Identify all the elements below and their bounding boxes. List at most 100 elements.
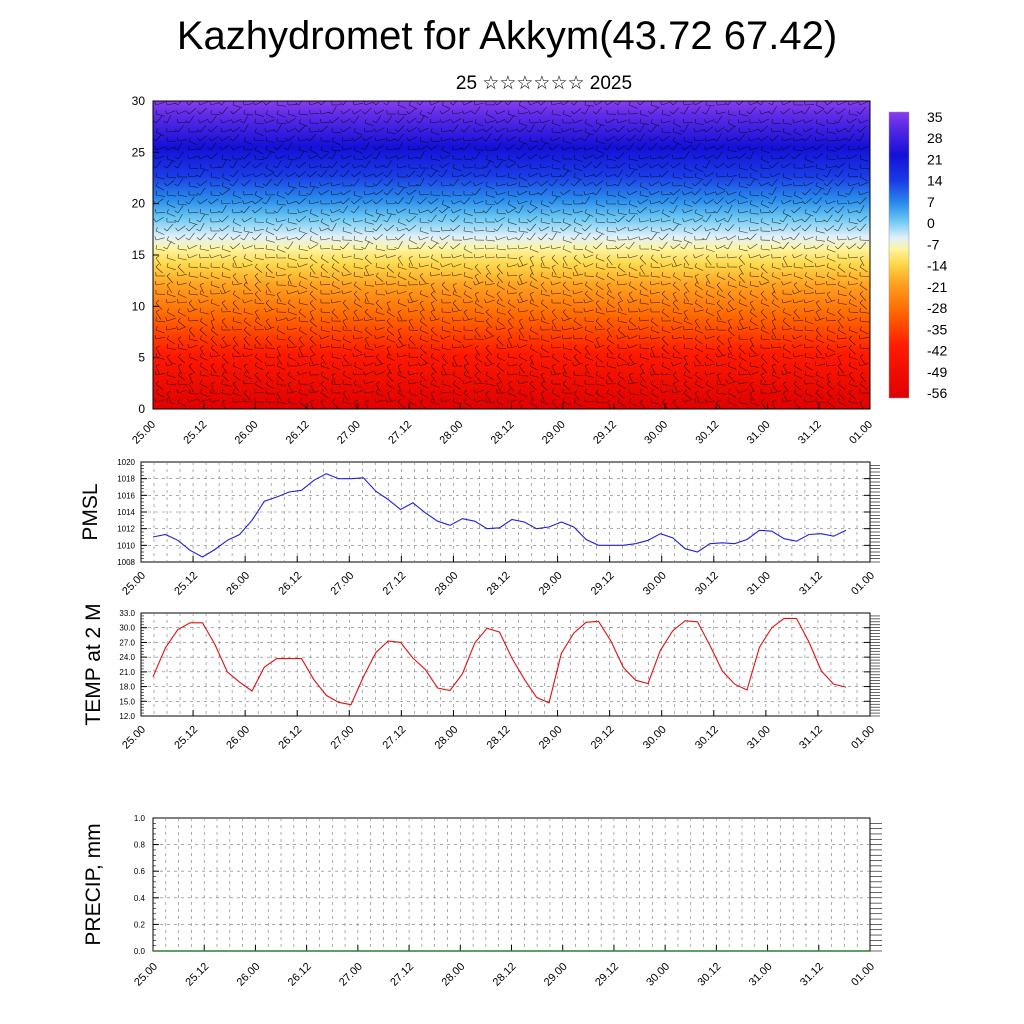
wind-barb-flag xyxy=(188,335,191,340)
wind-barb xyxy=(540,383,548,391)
wind-barb xyxy=(540,166,550,169)
wind-barb-flag xyxy=(571,110,575,115)
wind-barb-flag xyxy=(353,344,357,349)
wind-barb xyxy=(298,233,306,241)
wind-barb-flag xyxy=(430,164,433,169)
wind-barb-flag xyxy=(682,218,685,223)
wind-barb-flag xyxy=(188,137,191,142)
wind-barb-flag xyxy=(540,200,543,205)
wind-barb xyxy=(716,104,727,106)
wind-barb-flag xyxy=(649,200,652,205)
wind-barb-flag xyxy=(353,271,355,277)
wind-barb-flag xyxy=(298,299,301,304)
wind-barb-flag xyxy=(430,309,435,313)
wind-barb xyxy=(474,302,483,309)
wind-barb-flag xyxy=(177,254,180,259)
wind-barb xyxy=(628,214,636,223)
wind-barb xyxy=(573,320,582,327)
wind-barb xyxy=(485,374,494,381)
wind-barb xyxy=(199,399,209,403)
wind-barb-flag xyxy=(779,219,784,223)
wind-barb xyxy=(463,158,473,161)
wind-barb xyxy=(419,177,425,187)
wind-barb xyxy=(628,284,637,291)
wind-barb xyxy=(474,151,481,160)
wind-barb-flag xyxy=(353,146,356,151)
wind-barb xyxy=(760,194,770,199)
wind-barb-flag xyxy=(715,353,718,358)
wind-barb-flag xyxy=(672,235,674,241)
wind-barb xyxy=(595,161,603,169)
wind-barb-flag xyxy=(562,209,564,214)
wind-barb-flag xyxy=(606,299,610,304)
wind-barb xyxy=(716,190,726,196)
wind-barb xyxy=(727,338,732,348)
wind-barb xyxy=(551,230,561,233)
wind-barb-flag xyxy=(815,380,819,385)
wind-barb xyxy=(155,392,165,398)
wind-barb-flag xyxy=(219,191,223,196)
wind-barb-flag xyxy=(197,182,201,187)
wind-barb xyxy=(320,392,329,399)
wind-barb xyxy=(298,311,307,318)
wind-barb-flag xyxy=(581,219,586,223)
wind-barb-flag xyxy=(768,201,773,205)
wind-barb xyxy=(177,374,186,381)
wind-barb-flag xyxy=(482,138,487,142)
wind-barb xyxy=(848,302,858,308)
wind-barb xyxy=(243,365,250,374)
wind-barb xyxy=(716,256,726,259)
wind-barb-flag xyxy=(416,156,421,160)
wind-barb xyxy=(628,320,637,327)
wind-barb xyxy=(430,101,440,106)
wind-barb xyxy=(210,302,220,307)
wind-barb xyxy=(837,179,845,187)
wind-barb xyxy=(386,214,392,223)
wind-barb xyxy=(584,400,595,403)
wind-barb-flag xyxy=(342,371,345,376)
x-tick-label: 29.00 xyxy=(542,961,570,989)
wind-barb xyxy=(188,221,198,226)
wind-barb xyxy=(595,212,605,216)
wind-barb xyxy=(804,346,814,349)
wind-barb xyxy=(661,161,670,169)
wind-barb xyxy=(826,225,835,232)
wind-barb xyxy=(804,247,814,250)
wind-barb xyxy=(199,248,209,251)
wind-barb-flag xyxy=(416,246,421,250)
wind-barb xyxy=(837,169,844,178)
wind-barb xyxy=(397,116,405,124)
wind-barb xyxy=(155,116,163,124)
wind-barb xyxy=(804,392,814,398)
wind-barb-flag xyxy=(606,154,608,160)
wind-barb xyxy=(276,383,286,387)
wind-barb-flag xyxy=(298,308,302,313)
wind-barb xyxy=(496,284,505,291)
wind-barb xyxy=(518,281,528,286)
wind-barb xyxy=(397,221,407,226)
wind-barb-flag xyxy=(705,245,708,250)
wind-barb xyxy=(474,329,481,338)
wind-barb-flag xyxy=(527,218,531,223)
wind-barb-flag xyxy=(826,272,829,277)
wind-barb-flag xyxy=(581,138,586,142)
wind-barb-flag xyxy=(595,200,598,205)
wind-barb-flag xyxy=(716,272,719,277)
wind-barb-flag xyxy=(372,156,377,160)
wind-barb-flag xyxy=(551,226,553,232)
wind-barb xyxy=(408,108,417,115)
wind-barb-flag xyxy=(848,263,851,268)
wind-barb-flag xyxy=(738,191,741,196)
wind-barb xyxy=(595,230,605,235)
wind-barb xyxy=(298,290,308,295)
wind-barb xyxy=(584,232,591,241)
wind-barb xyxy=(837,356,842,366)
wind-barb xyxy=(848,133,855,142)
wind-barb-flag xyxy=(856,201,861,205)
wind-barb xyxy=(452,148,462,151)
wind-barb-flag xyxy=(628,398,632,403)
wind-barb-flag xyxy=(757,102,762,106)
wind-barb-flag xyxy=(320,389,324,394)
wind-barb-flag xyxy=(550,101,553,106)
wind-barb-flag xyxy=(361,165,366,169)
